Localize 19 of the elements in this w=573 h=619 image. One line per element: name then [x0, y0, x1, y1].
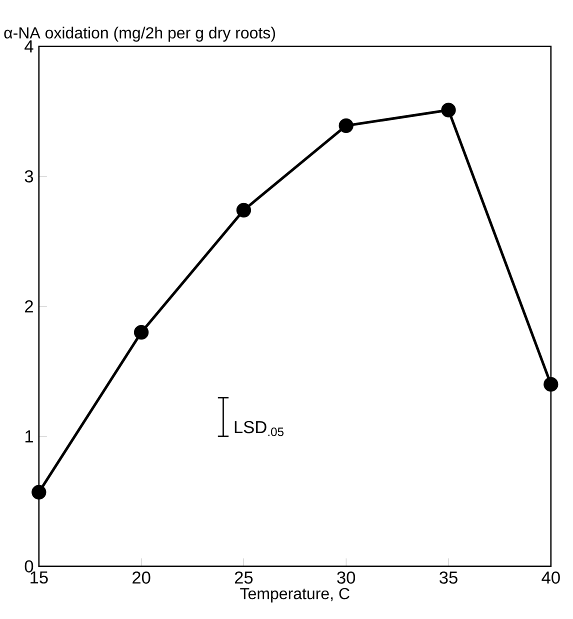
annotation: LSD$_{.05}$ [234, 420, 284, 436]
x-tick-label: 25 [234, 571, 253, 584]
point [338, 118, 354, 133]
point [134, 325, 149, 340]
x-tick-label: 15 [30, 571, 48, 584]
x-tick-label: 40 [542, 571, 560, 584]
y-tick-label: 4 [24, 40, 34, 52]
x-tick-label: 30 [337, 571, 356, 584]
point [32, 484, 46, 500]
x-axis-title: Temperature, C [240, 588, 350, 602]
y-tick-label: 1 [25, 430, 33, 442]
y-tick-label: 2 [25, 300, 33, 312]
x-tick-label: 35 [440, 571, 458, 584]
point [544, 377, 558, 392]
y-tick-label: 0 [24, 560, 34, 572]
point [441, 102, 456, 118]
x-tick-label: 20 [132, 571, 150, 584]
y-tick-label: 3 [24, 170, 34, 182]
point [236, 202, 252, 218]
